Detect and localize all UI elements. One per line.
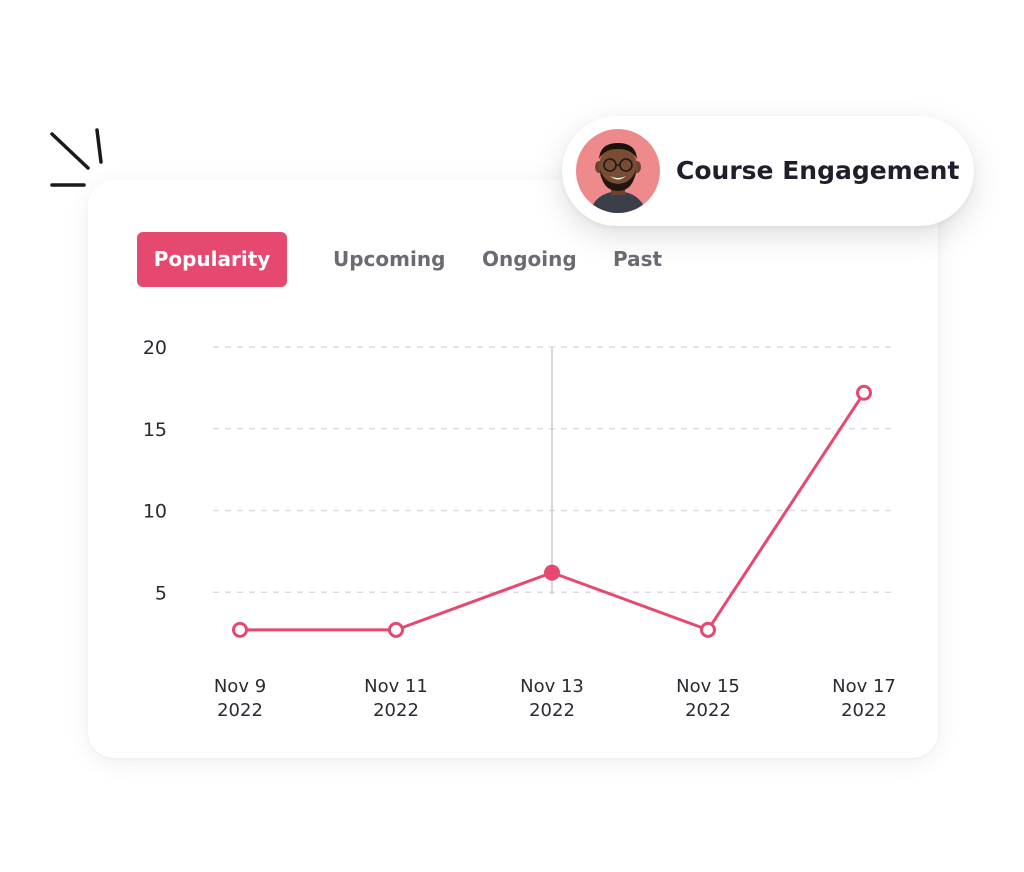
data-point-highlighted [544, 564, 560, 581]
avatar [576, 129, 660, 213]
person-avatar-icon [590, 143, 646, 213]
data-point [232, 621, 248, 638]
tab-ongoing[interactable]: Ongoing [482, 247, 577, 271]
y-tick-label: 15 [143, 419, 167, 441]
x-tick-year-label: 2022 [685, 700, 731, 721]
x-tick-label: Nov 11 [364, 676, 428, 697]
x-tick-label: Nov 17 [832, 676, 896, 697]
x-tick-year-label: 2022 [373, 700, 419, 721]
x-tick-label: Nov 9 [214, 676, 266, 697]
x-tick-label: Nov 15 [676, 676, 740, 697]
data-point [856, 384, 872, 401]
tab-upcoming[interactable]: Upcoming [333, 247, 446, 271]
y-tick-label: 5 [155, 582, 167, 604]
tab-popularity[interactable]: Popularity [137, 232, 287, 287]
x-tick-year-label: 2022 [217, 700, 263, 721]
sparkle-decoration [50, 128, 103, 187]
x-tick-year-label: 2022 [529, 700, 575, 721]
x-tick-label: Nov 13 [520, 676, 584, 697]
tab-past[interactable]: Past [613, 247, 663, 271]
page-title: Course Engagement [676, 156, 960, 185]
y-tick-label: 10 [143, 501, 167, 523]
x-tick-year-label: 2022 [841, 700, 887, 721]
y-tick-label: 20 [143, 337, 167, 359]
course-engagement-header: Course Engagement [562, 116, 974, 226]
data-point [388, 621, 404, 638]
data-point [700, 621, 716, 638]
